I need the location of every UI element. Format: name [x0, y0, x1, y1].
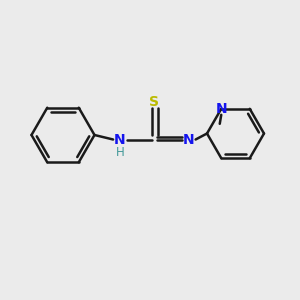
- Text: N: N: [215, 102, 227, 116]
- Text: N: N: [114, 133, 126, 146]
- Text: N: N: [183, 133, 195, 146]
- Text: H: H: [116, 146, 124, 159]
- Text: S: S: [149, 95, 160, 109]
